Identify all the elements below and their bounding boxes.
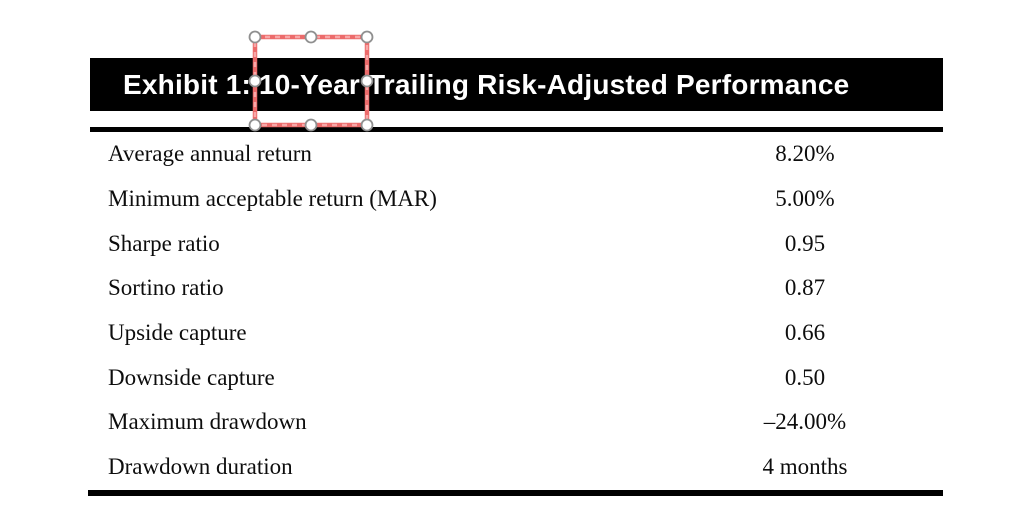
selection-handle-nw[interactable] xyxy=(248,30,262,44)
performance-table: Average annual return 8.20% Minimum acce… xyxy=(90,132,943,490)
row-label: Maximum drawdown xyxy=(108,409,307,435)
row-value: –24.00% xyxy=(763,409,847,435)
table-row: Maximum drawdown –24.00% xyxy=(90,400,943,445)
row-label: Average annual return xyxy=(108,141,312,167)
selection-handle-ne[interactable] xyxy=(360,30,374,44)
row-value: 4 months xyxy=(762,454,848,480)
row-label: Sortino ratio xyxy=(108,275,224,301)
row-value: 0.66 xyxy=(784,320,826,346)
row-value: 0.95 xyxy=(784,230,826,256)
table-row: Minimum acceptable return (MAR) 5.00% xyxy=(90,177,943,222)
selection-handle-n[interactable] xyxy=(304,30,318,44)
row-label: Minimum acceptable return (MAR) xyxy=(108,186,437,212)
row-label: Sharpe ratio xyxy=(108,230,220,256)
row-label: Downside capture xyxy=(108,364,275,390)
table-top-rule xyxy=(90,127,943,132)
table-row: Sharpe ratio 0.95 xyxy=(90,221,943,266)
row-label: Drawdown duration xyxy=(108,454,293,480)
table-row: Upside capture 0.66 xyxy=(90,311,943,356)
row-value: 0.50 xyxy=(784,364,826,390)
table-bottom-rule xyxy=(88,490,943,496)
table-row: Sortino ratio 0.87 xyxy=(90,266,943,311)
exhibit-title: Exhibit 1: 10-Year Trailing Risk-Adjuste… xyxy=(123,68,850,100)
row-value: 8.20% xyxy=(775,141,835,167)
table-row: Downside capture 0.50 xyxy=(90,355,943,400)
exhibit-title-bar: Exhibit 1: 10-Year Trailing Risk-Adjuste… xyxy=(90,58,943,111)
table-row: Average annual return 8.20% xyxy=(90,132,943,177)
row-value: 0.87 xyxy=(784,275,826,301)
row-value: 5.00% xyxy=(775,186,835,212)
row-label: Upside capture xyxy=(108,320,247,346)
table-row: Drawdown duration 4 months xyxy=(90,445,943,490)
